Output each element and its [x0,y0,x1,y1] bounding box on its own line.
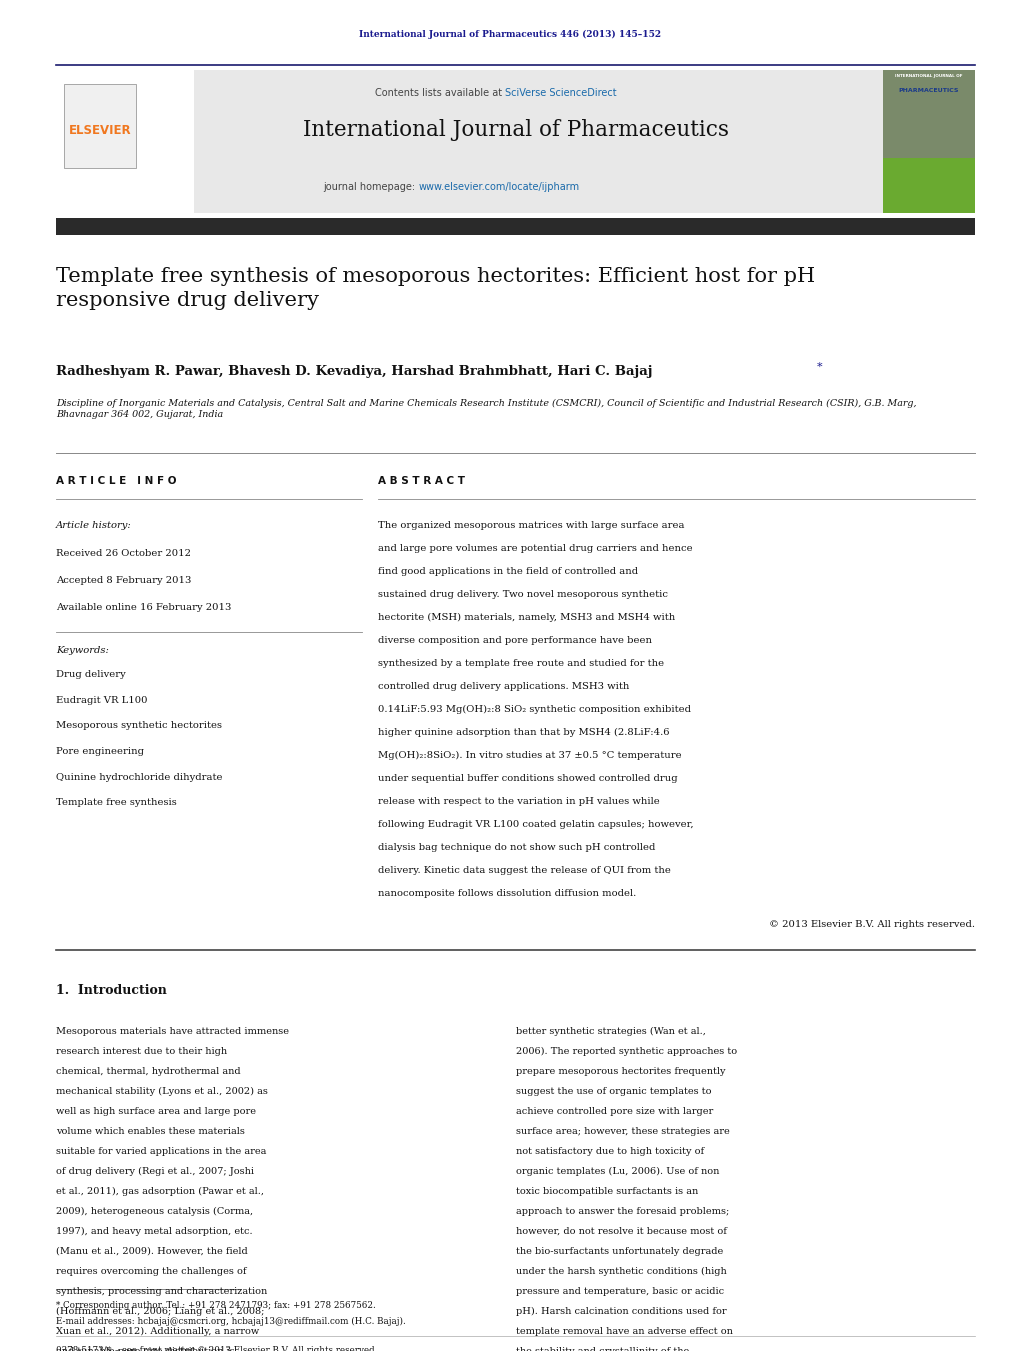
Text: and large pore volumes are potential drug carriers and hence: and large pore volumes are potential dru… [378,544,692,554]
Text: and tunable pore size distribution is: and tunable pore size distribution is [56,1347,235,1351]
Text: 0378-5173/$ – see front matter © 2013 Elsevier B.V. All rights reserved.: 0378-5173/$ – see front matter © 2013 El… [56,1346,378,1351]
Text: Pore engineering: Pore engineering [56,747,144,757]
Text: under the harsh synthetic conditions (high: under the harsh synthetic conditions (hi… [516,1267,726,1275]
Text: (Hoffmann et al., 2006; Liang et al., 2008;: (Hoffmann et al., 2006; Liang et al., 20… [56,1306,264,1316]
Text: SciVerse ScienceDirect: SciVerse ScienceDirect [505,88,617,97]
Text: 2009), heterogeneous catalysis (Corma,: 2009), heterogeneous catalysis (Corma, [56,1206,253,1216]
Text: 1.  Introduction: 1. Introduction [56,984,167,997]
Text: controlled drug delivery applications. MSH3 with: controlled drug delivery applications. M… [378,682,629,692]
Text: A B S T R A C T: A B S T R A C T [378,476,465,485]
Text: higher quinine adsorption than that by MSH4 (2.8LiF:4.6: higher quinine adsorption than that by M… [378,728,670,738]
Text: Discipline of Inorganic Materials and Catalysis, Central Salt and Marine Chemica: Discipline of Inorganic Materials and Ca… [56,399,917,419]
Text: * Corresponding author. Tel.: +91 278 2471793; fax: +91 278 2567562.: * Corresponding author. Tel.: +91 278 24… [56,1301,376,1310]
Text: template removal have an adverse effect on: template removal have an adverse effect … [516,1327,732,1336]
Text: International Journal of Pharmaceutics: International Journal of Pharmaceutics [302,119,729,141]
Text: approach to answer the foresaid problems;: approach to answer the foresaid problems… [516,1206,729,1216]
Text: the bio-surfactants unfortunately degrade: the bio-surfactants unfortunately degrad… [516,1247,723,1255]
Text: find good applications in the field of controlled and: find good applications in the field of c… [378,567,638,577]
Text: research interest due to their high: research interest due to their high [56,1047,228,1055]
Text: Article history:: Article history: [56,521,132,531]
Text: suggest the use of organic templates to: suggest the use of organic templates to [516,1086,711,1096]
Text: better synthetic strategies (Wan et al.,: better synthetic strategies (Wan et al., [516,1027,706,1036]
Text: dialysis bag technique do not show such pH controlled: dialysis bag technique do not show such … [378,843,655,852]
Text: Mesoporous materials have attracted immense: Mesoporous materials have attracted imme… [56,1027,289,1036]
Text: not satisfactory due to high toxicity of: not satisfactory due to high toxicity of [516,1147,703,1155]
Text: Drug delivery: Drug delivery [56,670,126,680]
Text: of drug delivery (Regi et al., 2007; Joshi: of drug delivery (Regi et al., 2007; Jos… [56,1167,254,1175]
Text: however, do not resolve it because most of: however, do not resolve it because most … [516,1227,727,1236]
Text: following Eudragit VR L100 coated gelatin capsules; however,: following Eudragit VR L100 coated gelati… [378,820,693,830]
FancyBboxPatch shape [64,84,136,168]
Text: E-mail addresses: hcbajaj@csmcri.org, hcbajaj13@rediffmail.com (H.C. Bajaj).: E-mail addresses: hcbajaj@csmcri.org, hc… [56,1317,406,1327]
Text: sustained drug delivery. Two novel mesoporous synthetic: sustained drug delivery. Two novel mesop… [378,590,668,600]
Text: 2006). The reported synthetic approaches to: 2006). The reported synthetic approaches… [516,1047,737,1056]
Text: under sequential buffer conditions showed controlled drug: under sequential buffer conditions showe… [378,774,677,784]
Text: diverse composition and pore performance have been: diverse composition and pore performance… [378,636,651,646]
Text: prepare mesoporous hectorites frequently: prepare mesoporous hectorites frequently [516,1067,725,1075]
FancyBboxPatch shape [56,70,194,213]
Text: Xuan et al., 2012). Additionally, a narrow: Xuan et al., 2012). Additionally, a narr… [56,1327,259,1336]
FancyBboxPatch shape [883,70,975,158]
Text: Eudragit VR L100: Eudragit VR L100 [56,696,148,705]
Text: synthesis, processing and characterization: synthesis, processing and characterizati… [56,1286,268,1296]
Text: Contents lists available at: Contents lists available at [375,88,505,97]
Text: journal homepage:: journal homepage: [324,182,419,192]
Text: volume which enables these materials: volume which enables these materials [56,1127,245,1136]
Text: the stability and crystallinity of the: the stability and crystallinity of the [516,1347,689,1351]
Text: Available online 16 February 2013: Available online 16 February 2013 [56,603,232,612]
Text: surface area; however, these strategies are: surface area; however, these strategies … [516,1127,729,1136]
Text: INTERNATIONAL JOURNAL OF: INTERNATIONAL JOURNAL OF [895,74,963,78]
Text: toxic biocompatible surfactants is an: toxic biocompatible surfactants is an [516,1186,698,1196]
Text: Template free synthesis: Template free synthesis [56,798,177,808]
Text: 1997), and heavy metal adsorption, etc.: 1997), and heavy metal adsorption, etc. [56,1227,253,1236]
Text: The organized mesoporous matrices with large surface area: The organized mesoporous matrices with l… [378,521,684,531]
Text: 0.14LiF:5.93 Mg(OH)₂:8 SiO₂ synthetic composition exhibited: 0.14LiF:5.93 Mg(OH)₂:8 SiO₂ synthetic co… [378,705,691,715]
Text: PHARMACEUTICS: PHARMACEUTICS [898,88,960,93]
Text: Quinine hydrochloride dihydrate: Quinine hydrochloride dihydrate [56,773,223,782]
Text: hectorite (MSH) materials, namely, MSH3 and MSH4 with: hectorite (MSH) materials, namely, MSH3 … [378,613,675,623]
Text: Keywords:: Keywords: [56,646,109,655]
Text: *: * [817,362,823,372]
FancyBboxPatch shape [56,70,975,213]
Text: A R T I C L E   I N F O: A R T I C L E I N F O [56,476,177,485]
Text: ELSEVIER: ELSEVIER [68,124,132,138]
Text: Template free synthesis of mesoporous hectorites: Efficient host for pH
responsi: Template free synthesis of mesoporous he… [56,267,816,309]
FancyBboxPatch shape [883,70,975,213]
Text: achieve controlled pore size with larger: achieve controlled pore size with larger [516,1106,713,1116]
Text: Received 26 October 2012: Received 26 October 2012 [56,549,191,558]
Text: © 2013 Elsevier B.V. All rights reserved.: © 2013 Elsevier B.V. All rights reserved… [769,920,975,929]
Text: suitable for varied applications in the area: suitable for varied applications in the … [56,1147,266,1155]
Text: www.elsevier.com/locate/ijpharm: www.elsevier.com/locate/ijpharm [419,182,580,192]
Text: pH). Harsh calcination conditions used for: pH). Harsh calcination conditions used f… [516,1306,726,1316]
Text: delivery. Kinetic data suggest the release of QUI from the: delivery. Kinetic data suggest the relea… [378,866,671,875]
Text: well as high surface area and large pore: well as high surface area and large pore [56,1106,256,1116]
Text: mechanical stability (Lyons et al., 2002) as: mechanical stability (Lyons et al., 2002… [56,1086,269,1096]
Text: (Manu et al., 2009). However, the field: (Manu et al., 2009). However, the field [56,1247,248,1255]
Text: Mesoporous synthetic hectorites: Mesoporous synthetic hectorites [56,721,223,731]
Text: release with respect to the variation in pH values while: release with respect to the variation in… [378,797,660,807]
Text: Mg(OH)₂:8SiO₂). In vitro studies at 37 ±0.5 °C temperature: Mg(OH)₂:8SiO₂). In vitro studies at 37 ±… [378,751,681,761]
Text: International Journal of Pharmaceutics 446 (2013) 145–152: International Journal of Pharmaceutics 4… [359,30,662,39]
Text: chemical, thermal, hydrothermal and: chemical, thermal, hydrothermal and [56,1067,241,1075]
Text: organic templates (Lu, 2006). Use of non: organic templates (Lu, 2006). Use of non [516,1167,719,1175]
Text: et al., 2011), gas adsorption (Pawar et al.,: et al., 2011), gas adsorption (Pawar et … [56,1186,264,1196]
FancyBboxPatch shape [56,218,975,235]
Text: Accepted 8 February 2013: Accepted 8 February 2013 [56,576,192,585]
Text: pressure and temperature, basic or acidic: pressure and temperature, basic or acidi… [516,1286,724,1296]
Text: requires overcoming the challenges of: requires overcoming the challenges of [56,1267,247,1275]
Text: Radheshyam R. Pawar, Bhavesh D. Kevadiya, Harshad Brahmbhatt, Hari C. Bajaj: Radheshyam R. Pawar, Bhavesh D. Kevadiya… [56,365,652,378]
Text: nanocomposite follows dissolution diffusion model.: nanocomposite follows dissolution diffus… [378,889,636,898]
Text: synthesized by a template free route and studied for the: synthesized by a template free route and… [378,659,664,669]
